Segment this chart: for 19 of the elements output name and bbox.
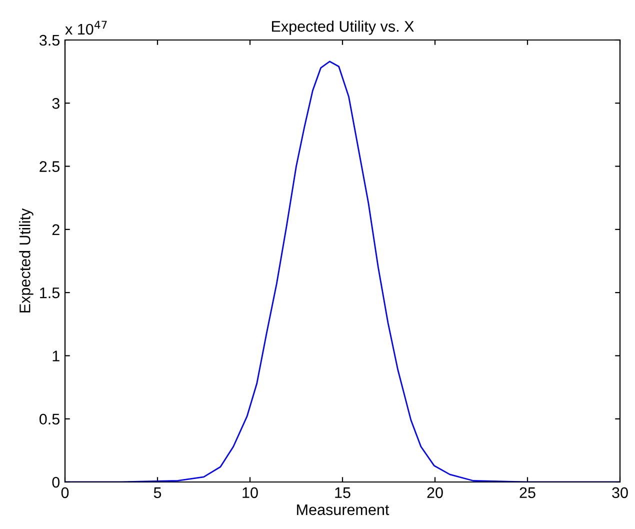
- x-tick-label: 5: [154, 487, 162, 498]
- x-tick-label: 10: [242, 487, 258, 498]
- y-tick-label: 1.5: [40, 288, 60, 298]
- x-tick-label: 20: [427, 487, 443, 498]
- chart-title: Expected Utility vs. X: [272, 20, 414, 35]
- x-tick-label: 25: [520, 487, 536, 498]
- y-tick-label: 2: [52, 224, 60, 235]
- x-tick-label: 15: [335, 487, 350, 498]
- y-tick-label: 3.5: [39, 34, 60, 46]
- x-axis-title: Measurement: [297, 504, 390, 516]
- y-tick-label: 2.5: [40, 161, 60, 172]
- text: x 10$^{47}$: [65, 20, 107, 35]
- y-tick-label: 1: [52, 350, 60, 362]
- y-tick-label: 0: [52, 476, 60, 488]
- x-tick-label: 30: [612, 487, 628, 498]
- x-tick-label: 0: [61, 487, 69, 498]
- y-tick-label: 0.5: [40, 414, 60, 425]
- y-tick-label: 3: [52, 98, 60, 109]
- y-axis-title: Expected Utility: [19, 208, 34, 312]
